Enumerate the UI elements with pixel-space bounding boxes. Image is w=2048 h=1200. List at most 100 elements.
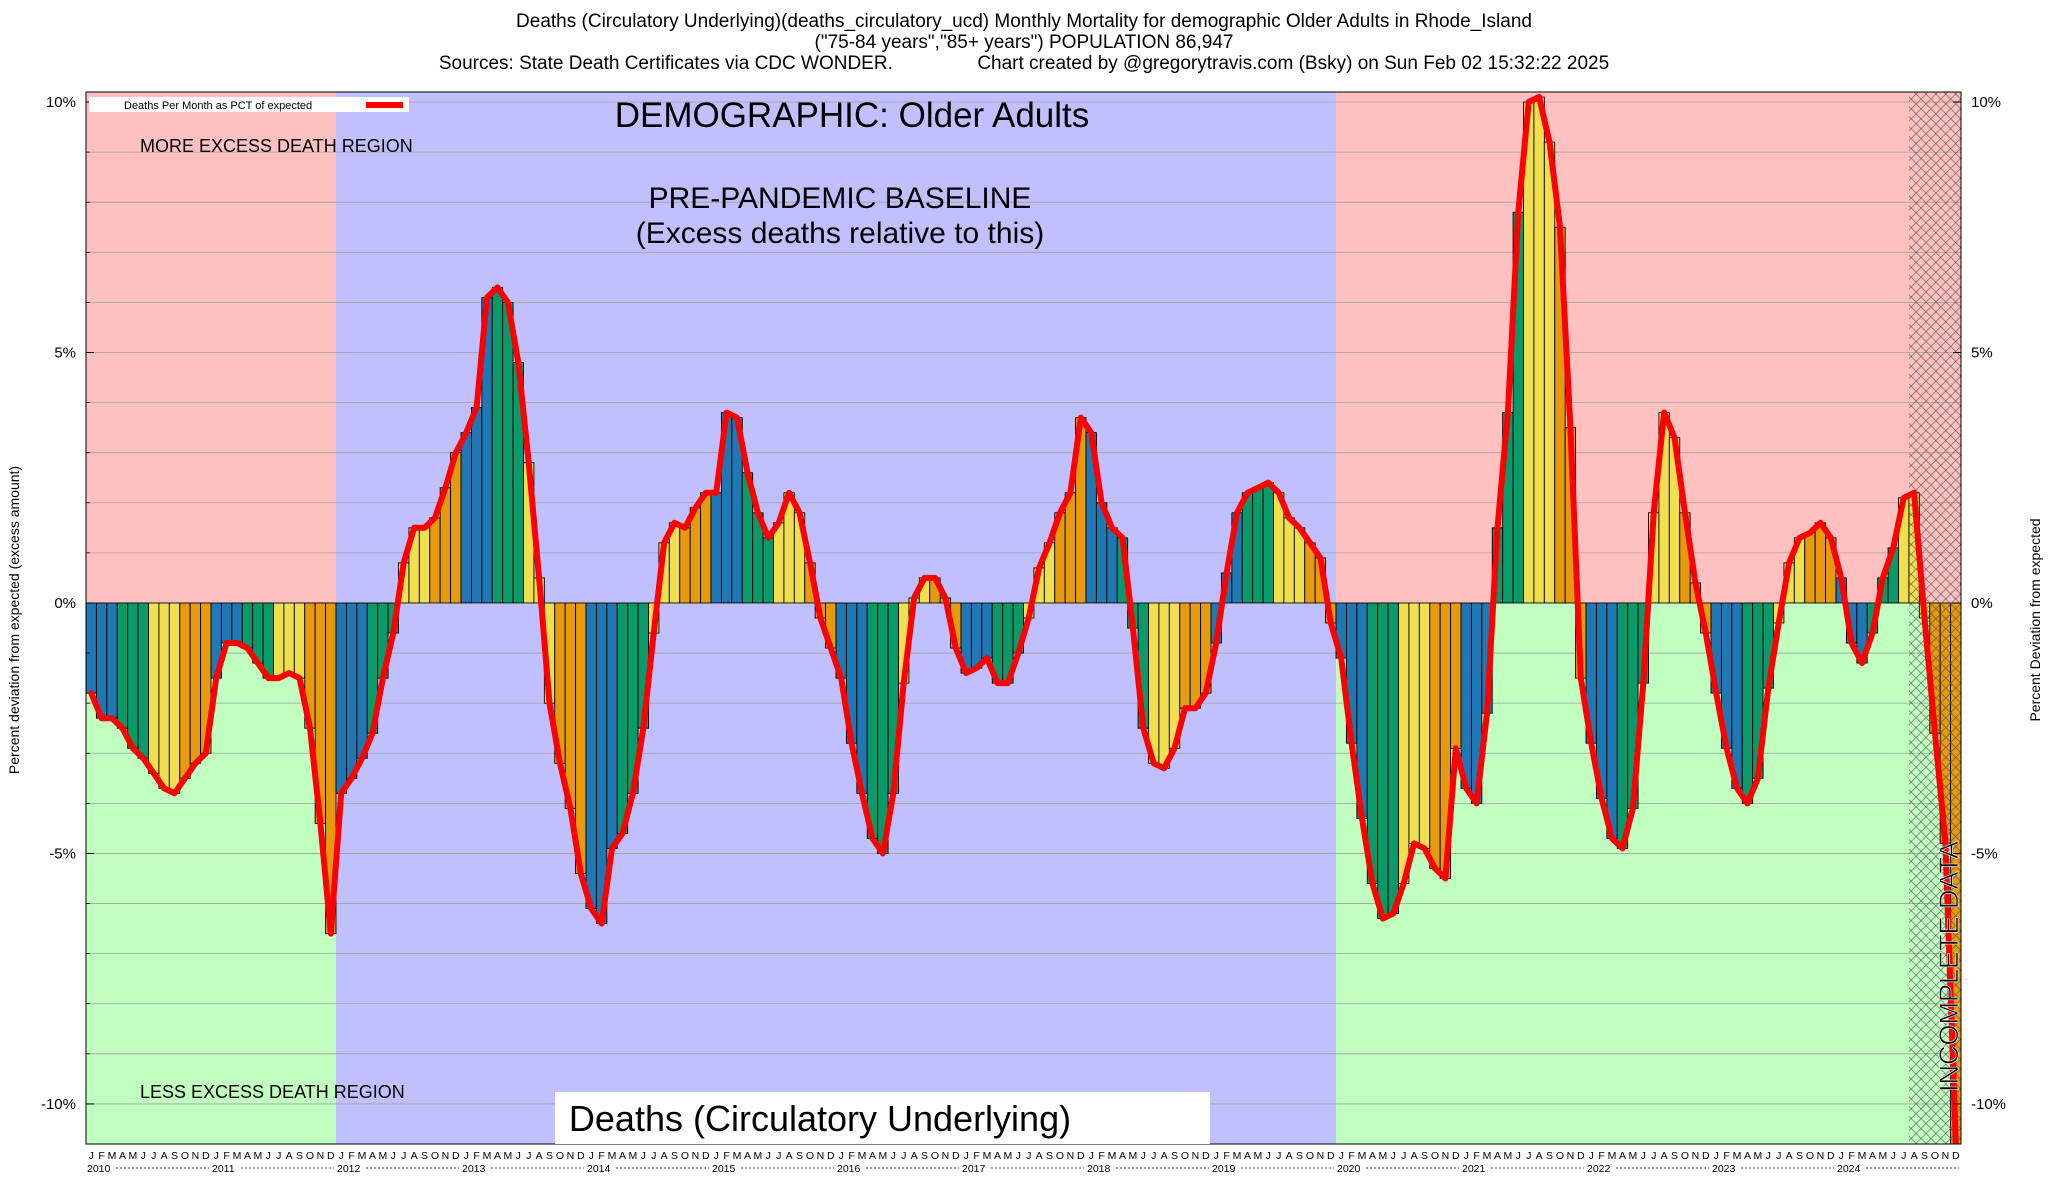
bar: [1241, 492, 1254, 604]
footer-title-box: [555, 1092, 1210, 1144]
bar: [1616, 602, 1629, 849]
x-month-label: F: [223, 1150, 229, 1162]
x-month-label: N: [1192, 1150, 1200, 1162]
x-month-label: N: [1692, 1150, 1700, 1162]
y-tick-label-left: 0%: [54, 595, 76, 612]
baseline-label-line1: PRE-PANDEMIC BASELINE: [649, 182, 1032, 215]
x-month-label: A: [1244, 1150, 1251, 1162]
x-year-label: 2018: [1087, 1163, 1111, 1175]
x-month-label: M: [1254, 1150, 1263, 1162]
bar: [335, 602, 347, 794]
x-month-label: A: [1911, 1150, 1918, 1162]
x-year-label: 2010: [87, 1163, 111, 1175]
excess-region-1: [1336, 92, 1909, 603]
y-axis-title-left: Percent deviation from expected (excess …: [6, 466, 22, 774]
x-month-label: J: [214, 1150, 219, 1162]
x-month-label: M: [983, 1150, 992, 1162]
x-month-label: N: [1442, 1150, 1450, 1162]
bar: [1418, 602, 1431, 849]
bar: [158, 602, 170, 789]
x-month-label: S: [171, 1150, 178, 1162]
bar: [679, 527, 691, 604]
x-month-label: S: [1671, 1150, 1678, 1162]
more-excess-label: MORE EXCESS DEATH REGION: [140, 136, 413, 156]
x-month-label: M: [358, 1150, 367, 1162]
x-month-label: A: [1286, 1150, 1293, 1162]
x-month-label: S: [296, 1150, 303, 1162]
x-month-label: O: [681, 1150, 689, 1162]
bar: [1377, 602, 1389, 920]
x-year-label: 2020: [1337, 1163, 1361, 1175]
x-month-label: S: [671, 1150, 678, 1162]
x-year-label: 2021: [1462, 1163, 1486, 1175]
less-excess-label: LESS EXCESS DEATH REGION: [140, 1082, 405, 1102]
x-month-label: M: [1879, 1150, 1888, 1162]
x-month-label: J: [1589, 1150, 1594, 1162]
x-month-label: S: [1046, 1150, 1053, 1162]
x-month-label: N: [692, 1150, 700, 1162]
x-month-label: J: [401, 1150, 406, 1162]
x-month-label: M: [1129, 1150, 1138, 1162]
x-month-label: M: [1629, 1150, 1638, 1162]
x-month-label: N: [1317, 1150, 1325, 1162]
bar: [293, 602, 306, 679]
bar: [1366, 602, 1379, 884]
x-year-label: 2014: [587, 1163, 611, 1175]
x-year-label: 2023: [1712, 1163, 1736, 1175]
bar: [1106, 527, 1118, 604]
x-month-label: M: [483, 1150, 492, 1162]
x-month-label: J: [1464, 1150, 1469, 1162]
x-month-label: A: [1869, 1150, 1876, 1162]
bar: [262, 602, 274, 679]
bar: [564, 602, 577, 809]
x-month-label: A: [911, 1150, 918, 1162]
x-month-label: O: [931, 1150, 939, 1162]
x-month-label: J: [964, 1150, 969, 1162]
x-month-label: M: [858, 1150, 867, 1162]
bar: [1387, 602, 1399, 915]
bar: [137, 602, 149, 759]
footer-title: Deaths (Circulatory Underlying): [569, 1098, 1071, 1139]
x-month-label: A: [1411, 1150, 1418, 1162]
x-month-label: M: [1004, 1150, 1013, 1162]
bar: [127, 602, 139, 749]
bar: [345, 602, 358, 779]
x-month-label: A: [661, 1150, 668, 1162]
x-month-label: J: [901, 1150, 906, 1162]
x-month-label: N: [442, 1150, 450, 1162]
x-month-label: D: [1327, 1150, 1335, 1162]
bar: [1252, 487, 1264, 604]
baseline-label-line2: (Excess deaths relative to this): [636, 217, 1045, 250]
x-month-label: N: [1942, 1150, 1950, 1162]
x-month-label: F: [1598, 1150, 1604, 1162]
bar: [1606, 602, 1618, 839]
x-month-label: J: [1641, 1150, 1646, 1162]
x-month-label: A: [244, 1150, 251, 1162]
x-month-label: J: [1141, 1150, 1146, 1162]
x-month-label: F: [598, 1150, 604, 1162]
x-month-label: A: [869, 1150, 876, 1162]
x-month-label: D: [1077, 1150, 1085, 1162]
x-month-label: J: [516, 1150, 521, 1162]
x-month-label: A: [1369, 1150, 1376, 1162]
bar: [356, 602, 368, 759]
bar: [86, 602, 97, 694]
x-month-label: J: [714, 1150, 719, 1162]
x-month-label: F: [98, 1150, 104, 1162]
y-tick-label-left: -10%: [41, 1096, 76, 1113]
x-month-label: O: [1431, 1150, 1439, 1162]
x-month-label: M: [754, 1150, 763, 1162]
x-month-label: M: [1608, 1150, 1617, 1162]
x-month-label: S: [1546, 1150, 1553, 1162]
x-month-label: S: [1171, 1150, 1178, 1162]
x-month-label: M: [108, 1150, 117, 1162]
x-month-label: D: [702, 1150, 710, 1162]
y-tick-label-right: 5%: [1971, 344, 1993, 361]
x-month-label: N: [1817, 1150, 1825, 1162]
bar: [502, 301, 514, 604]
x-month-label: J: [1339, 1150, 1344, 1162]
x-year-label: 2022: [1587, 1163, 1611, 1175]
x-month-label: J: [776, 1150, 781, 1162]
x-month-label: J: [1766, 1150, 1771, 1162]
x-month-label: A: [161, 1150, 168, 1162]
